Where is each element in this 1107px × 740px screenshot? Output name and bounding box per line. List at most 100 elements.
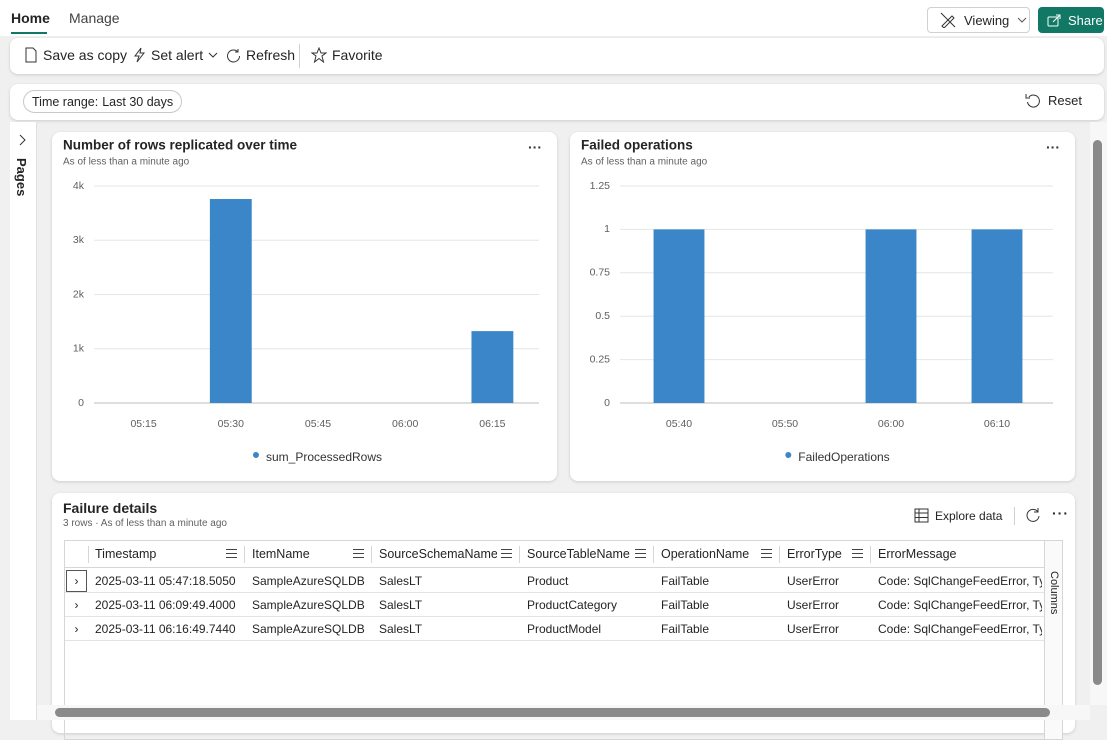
header-row: [65, 541, 1044, 568]
column-divider: [244, 546, 245, 563]
expand-button[interactable]: ›: [66, 570, 87, 592]
chevron: [1017, 17, 1027, 23]
more-menu[interactable]: ···: [1052, 505, 1069, 521]
toolbar-button[interactable]: Favorite: [311, 47, 383, 63]
column-header[interactable]: ItemName: [252, 547, 310, 561]
column-header[interactable]: SourceSchemaName: [379, 547, 497, 561]
y-tick-label: 0: [78, 397, 84, 409]
x-tick-label: 05:15: [130, 418, 156, 430]
table-cell: 2025-03-11 06:09:49.4000: [95, 598, 236, 612]
separator: [1014, 507, 1015, 525]
share-icon: [1047, 14, 1061, 27]
tab[interactable]: Home: [11, 10, 50, 26]
chart-card: Failed operations As of less than a minut…: [570, 132, 1075, 481]
table-cell: Code: SqlChangeFeedError, Type:: [878, 574, 1042, 588]
explore-button[interactable]: Explore data: [914, 508, 1002, 523]
table-cell: SalesLT: [379, 598, 423, 612]
table-row[interactable]: [65, 593, 1044, 617]
expand-button[interactable]: ›: [74, 622, 79, 636]
share-button[interactable]: Share: [1038, 7, 1104, 33]
table-cell: UserError: [787, 574, 840, 588]
more-menu[interactable]: ···: [528, 139, 542, 155]
more-menu[interactable]: ···: [1046, 139, 1060, 155]
table-cell: Code: SqlChangeFeedError, Type:: [878, 598, 1042, 612]
column-menu-icon: [226, 549, 237, 558]
y-tick-label: 1k: [73, 343, 85, 355]
icon-line: [761, 552, 772, 554]
column-menu-icon: [635, 549, 646, 558]
reset-button[interactable]: Reset: [1025, 93, 1082, 108]
chart-title: Failed operations: [581, 138, 693, 153]
filter-pill[interactable]: Time range: Last 30 days: [23, 90, 183, 113]
y-tick-label: 0: [604, 397, 610, 409]
legend-marker: [785, 452, 792, 458]
x-tick-label: 06:00: [878, 418, 904, 430]
table-row[interactable]: [65, 569, 1044, 593]
explore-icon: [914, 508, 929, 523]
table-cell: 2025-03-11 05:47:18.5050: [95, 574, 236, 588]
column-header[interactable]: ErrorMessage: [878, 547, 957, 561]
x-tick-label: 06:10: [984, 418, 1010, 430]
table-cell: UserError: [787, 622, 840, 636]
star-icon: [311, 47, 327, 63]
expand-button[interactable]: ›: [74, 598, 79, 612]
refresh-icon: [227, 48, 240, 62]
pen-icon: [940, 12, 956, 28]
table-card: Failure details 3 rows · As of less than…: [52, 493, 1075, 740]
toolbar-button[interactable]: Save as copy: [24, 47, 127, 63]
alert-icon: [134, 47, 146, 63]
legend-label: FailedOperations: [798, 450, 889, 464]
toolbar: [10, 38, 1104, 74]
column-header[interactable]: SourceTableName: [527, 547, 630, 561]
icon-line: [353, 552, 364, 554]
chart-subtitle: As of less than a minute ago: [63, 157, 190, 168]
x-tick-label: 05:30: [218, 418, 244, 430]
chart-subtitle: As of less than a minute ago: [581, 157, 708, 168]
tab[interactable]: Manage: [69, 10, 120, 26]
table-cell: SalesLT: [379, 574, 423, 588]
table-cell: ProductCategory: [527, 598, 618, 612]
toolbar-button[interactable]: Set alert: [132, 47, 218, 63]
column-menu-icon: [761, 549, 772, 558]
table-cell: Product: [527, 574, 569, 588]
button-label: Set alert: [151, 47, 204, 63]
column-header[interactable]: OperationName: [661, 547, 750, 561]
scroll-thumb[interactable]: [55, 708, 1050, 717]
bar: [865, 229, 917, 403]
button-label: Save as copy: [43, 47, 128, 63]
table-title: Failure details: [63, 500, 158, 516]
vertical-scrollbar[interactable]: [1090, 122, 1107, 705]
chart-card: Number of rows replicated over time As of…: [52, 132, 557, 481]
x-tick-label: 05:45: [305, 418, 331, 430]
y-tick-label: 1.25: [590, 180, 611, 192]
table-cell: ProductModel: [527, 622, 602, 636]
table-row[interactable]: [65, 617, 1044, 641]
pages-panel[interactable]: Pages: [10, 122, 37, 720]
icon-line: [635, 552, 646, 554]
table-cell: UserError: [787, 598, 840, 612]
viewing-button[interactable]: Viewing: [927, 7, 1030, 33]
button-label: Explore data: [935, 508, 1003, 523]
reset-icon: [1025, 94, 1040, 108]
y-tick-label: 4k: [73, 180, 85, 192]
refresh-icon[interactable]: [1025, 507, 1041, 523]
column-divider: [870, 546, 871, 563]
y-tick-label: 2k: [73, 288, 85, 300]
y-tick-label: 1: [604, 223, 610, 235]
top-bar: [0, 0, 1107, 36]
columns-panel[interactable]: Columns: [1044, 541, 1062, 739]
scroll-thumb[interactable]: [1093, 140, 1102, 685]
column-menu-icon: [501, 549, 512, 558]
column-header[interactable]: ErrorType: [787, 547, 842, 561]
column-header[interactable]: Timestamp: [95, 547, 157, 561]
button-label: Reset: [1048, 93, 1082, 108]
button-label: Favorite: [332, 47, 383, 63]
bar: [653, 229, 705, 403]
column-divider: [653, 546, 654, 563]
table-cell: FailTable: [661, 622, 710, 636]
toolbar-button[interactable]: Refresh: [226, 47, 295, 63]
columns-label: Columns: [1048, 571, 1060, 615]
chart: Number of rows replicated over time As of…: [63, 138, 542, 465]
horizontal-scrollbar[interactable]: [37, 705, 1090, 720]
